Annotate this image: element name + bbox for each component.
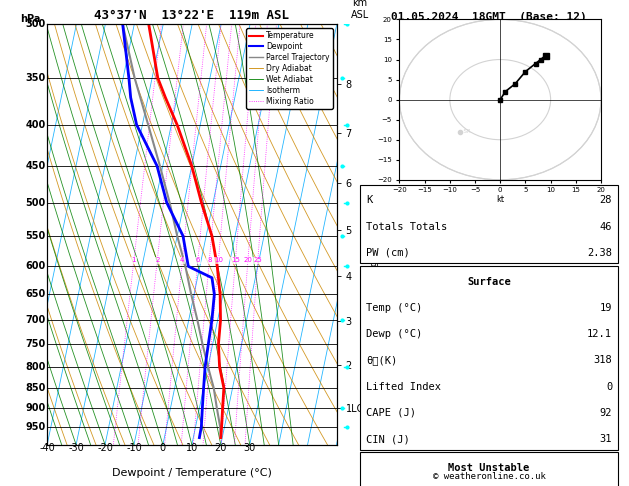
Text: Dewpoint / Temperature (°C): Dewpoint / Temperature (°C): [112, 468, 272, 478]
Text: -20: -20: [97, 443, 113, 452]
Text: km
ASL: km ASL: [350, 0, 369, 20]
Text: 28: 28: [599, 195, 612, 206]
Text: Surface: Surface: [467, 277, 511, 287]
Bar: [360, 266, 618, 450]
Text: 800: 800: [25, 362, 46, 372]
Text: 318: 318: [593, 355, 612, 365]
Text: 500: 500: [26, 198, 46, 208]
Title: 43°37'N  13°22'E  119m ASL: 43°37'N 13°22'E 119m ASL: [94, 9, 289, 22]
X-axis label: kt: kt: [496, 195, 504, 204]
Text: 46: 46: [599, 222, 612, 232]
Text: Temp (°C): Temp (°C): [366, 303, 422, 313]
Text: 10: 10: [186, 443, 198, 452]
Text: 15: 15: [231, 258, 240, 263]
Text: 0: 0: [606, 382, 612, 392]
Text: 400: 400: [26, 120, 46, 130]
Text: 20: 20: [243, 258, 252, 263]
Text: 30: 30: [243, 443, 256, 452]
Text: 850: 850: [25, 383, 46, 393]
Text: 350: 350: [26, 73, 46, 83]
Text: Totals Totals: Totals Totals: [366, 222, 447, 232]
Text: 600: 600: [26, 261, 46, 271]
Text: -30: -30: [68, 443, 84, 452]
Text: 25: 25: [253, 258, 262, 263]
Text: 450: 450: [26, 161, 46, 171]
Text: hPa: hPa: [19, 14, 40, 24]
Text: 20: 20: [214, 443, 227, 452]
Text: 900: 900: [26, 403, 46, 413]
Bar: [360, 452, 618, 486]
Text: 550: 550: [26, 231, 46, 241]
Text: 2: 2: [155, 258, 159, 263]
Text: CIN (J): CIN (J): [366, 434, 409, 444]
Text: PW (cm): PW (cm): [366, 248, 409, 258]
Text: 300: 300: [26, 19, 46, 29]
Text: CAPE (J): CAPE (J): [366, 408, 416, 418]
Text: 31: 31: [599, 434, 612, 444]
Text: 2.38: 2.38: [587, 248, 612, 258]
Text: -40: -40: [39, 443, 55, 452]
Text: 650: 650: [26, 289, 46, 299]
Text: 6: 6: [196, 258, 200, 263]
Text: 950: 950: [26, 422, 46, 432]
Text: Most Unstable: Most Unstable: [448, 463, 530, 473]
Text: Dewp (°C): Dewp (°C): [366, 329, 422, 339]
Text: Lifted Index: Lifted Index: [366, 382, 441, 392]
Text: 12.1: 12.1: [587, 329, 612, 339]
Bar: [360, 185, 618, 263]
Text: 700: 700: [26, 315, 46, 325]
Text: -10: -10: [126, 443, 142, 452]
Text: 750: 750: [26, 339, 46, 349]
Text: K: K: [366, 195, 372, 206]
Text: 0: 0: [160, 443, 166, 452]
Text: 01.05.2024  18GMT  (Base: 12): 01.05.2024 18GMT (Base: 12): [391, 12, 587, 22]
Text: 10: 10: [214, 258, 223, 263]
Text: 8: 8: [207, 258, 211, 263]
Text: © weatheronline.co.uk: © weatheronline.co.uk: [433, 472, 545, 481]
Legend: Temperature, Dewpoint, Parcel Trajectory, Dry Adiabat, Wet Adiabat, Isotherm, Mi: Temperature, Dewpoint, Parcel Trajectory…: [247, 28, 333, 109]
Text: Mixing Ratio (g/kg): Mixing Ratio (g/kg): [370, 258, 379, 337]
Text: 4: 4: [180, 258, 184, 263]
Text: 1: 1: [131, 258, 136, 263]
Text: 19: 19: [599, 303, 612, 313]
Text: SR: SR: [460, 129, 470, 134]
Text: 92: 92: [599, 408, 612, 418]
Text: θᴇ(K): θᴇ(K): [366, 355, 397, 365]
